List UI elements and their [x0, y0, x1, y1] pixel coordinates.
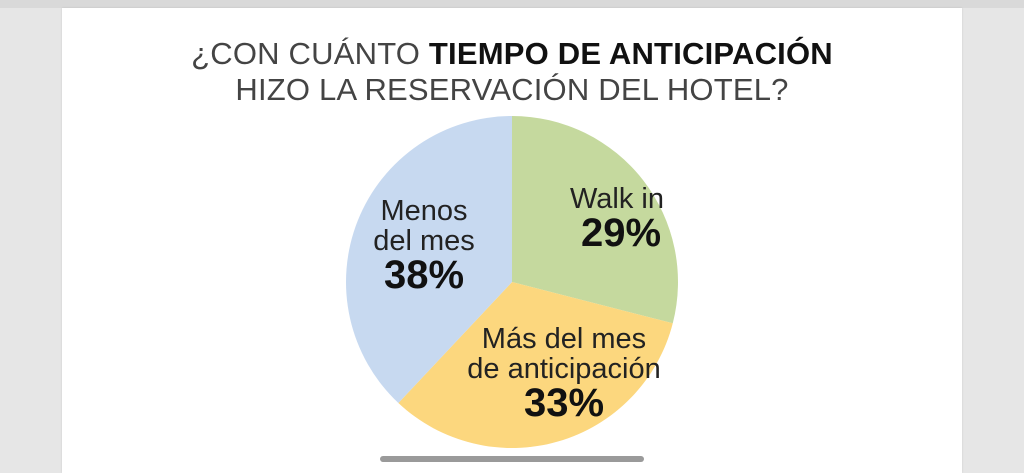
title-line-1: ¿CON CUÁNTO TIEMPO DE ANTICIPACIÓN [62, 36, 962, 72]
slide: ¿CON CUÁNTO TIEMPO DE ANTICIPACIÓN HIZO … [62, 8, 962, 473]
top-strip [0, 0, 1024, 8]
pie-slices [346, 116, 678, 448]
slice-label-line: Menos [380, 195, 467, 227]
slice-value-walk-in: 29% [581, 211, 661, 255]
pie-slice-walk-in [512, 116, 678, 324]
title-emphasis: TIEMPO DE ANTICIPACIÓN [428, 36, 833, 71]
slice-value-mas-del-mes: 33% [524, 381, 604, 425]
title-line-2: HIZO LA RESERVACIÓN DEL HOTEL? [235, 72, 789, 107]
chart-title: ¿CON CUÁNTO TIEMPO DE ANTICIPACIÓN HIZO … [62, 36, 962, 108]
slice-label-line: Más del mes [482, 323, 646, 355]
pie-slice-menos-del-mes [346, 116, 512, 404]
home-indicator[interactable] [380, 456, 644, 462]
slice-value-menos-del-mes: 38% [384, 253, 464, 297]
slice-label-line: del mes [373, 225, 475, 257]
pie-slice-mas-del-mes [398, 282, 673, 448]
slice-label-line: Walk in [570, 183, 664, 215]
title-prefix: ¿CON CUÁNTO [191, 36, 429, 71]
slice-label-line: de anticipación [467, 353, 660, 385]
